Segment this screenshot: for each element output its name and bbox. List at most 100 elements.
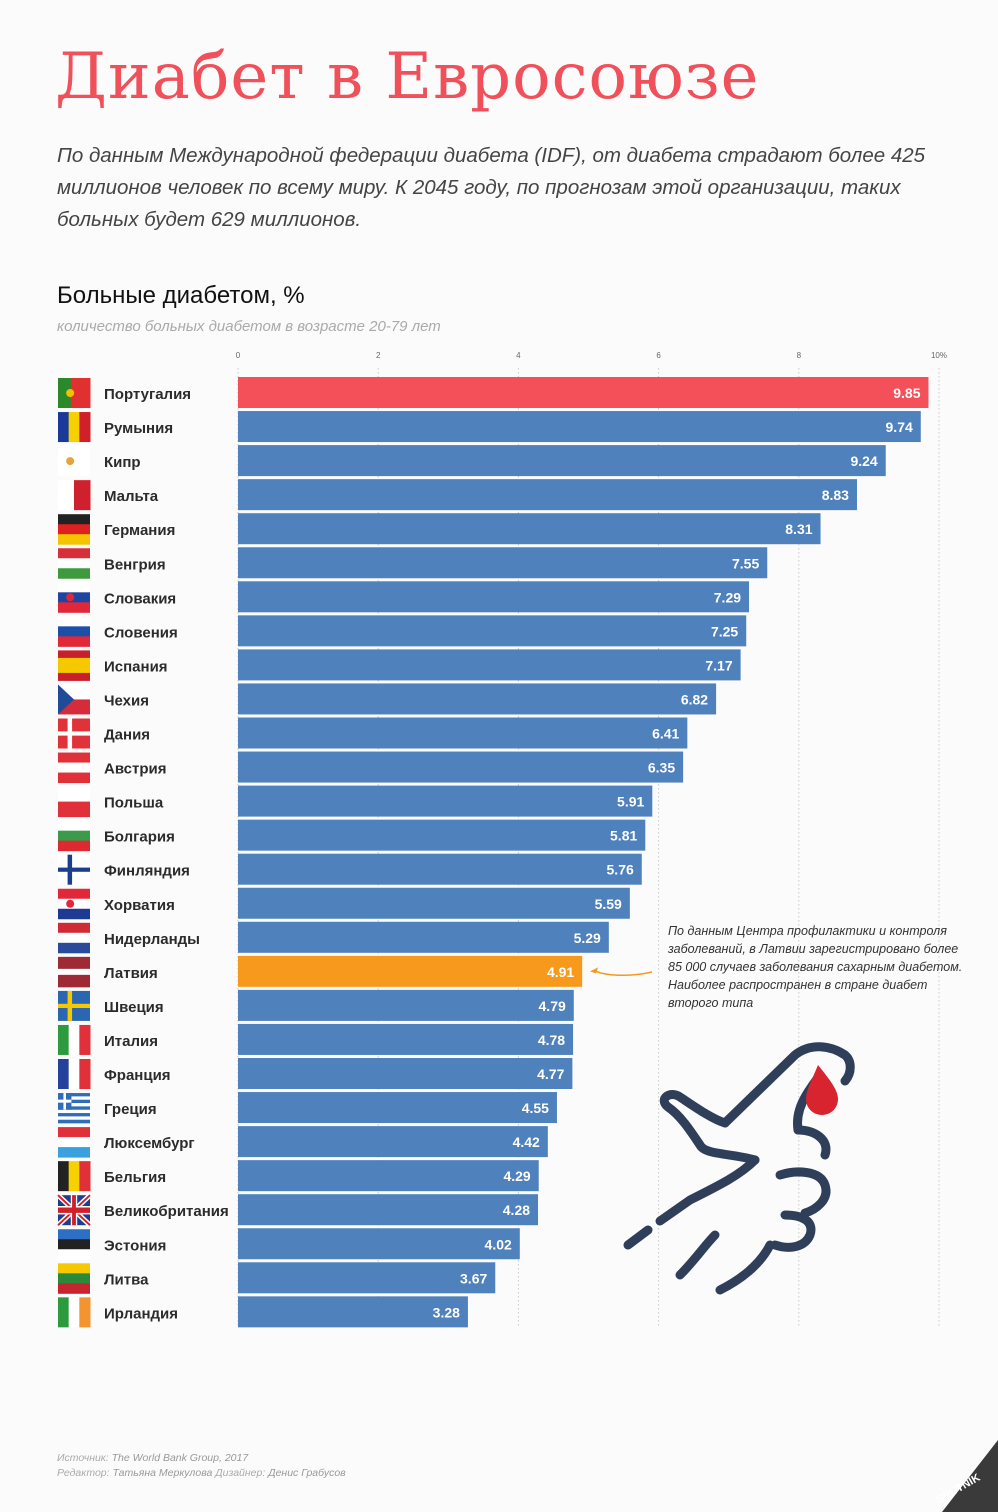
latvia-note-line: 85 000 случаев заболевания сахарным диаб…	[668, 960, 963, 974]
flag-icon	[58, 772, 90, 784]
country-label: Австрия	[104, 761, 167, 778]
hand-blood-drop-icon	[623, 1042, 855, 1295]
value-label: 8.83	[822, 487, 849, 503]
bar	[238, 785, 653, 817]
editor-text: Татьяна Меркулова	[112, 1467, 213, 1479]
flag-icon	[58, 1093, 90, 1097]
flag-icon	[58, 1024, 70, 1055]
flag-icon	[66, 593, 75, 602]
flag-icon	[58, 636, 90, 647]
flag-icon	[58, 1096, 90, 1101]
flag-icon	[58, 752, 90, 764]
country-label: Словакия	[104, 590, 176, 607]
axis-tick-label: 2	[376, 351, 381, 360]
latvia-note-line: Наиболее распространен в стране диабет	[668, 978, 928, 992]
value-label: 7.25	[711, 623, 738, 639]
flag-icon	[58, 672, 90, 681]
bar	[238, 479, 857, 511]
flag-icon	[58, 684, 74, 715]
value-label: 5.59	[595, 896, 622, 912]
value-label: 7.17	[705, 657, 732, 673]
value-label: 4.78	[538, 1032, 565, 1048]
country-label: Болгария	[104, 829, 175, 846]
flag-icon	[58, 956, 90, 970]
country-label: Италия	[104, 1033, 158, 1050]
country-label: Германия	[104, 522, 175, 539]
designer-label: Дизайнер:	[215, 1467, 266, 1479]
bar	[238, 615, 747, 647]
flag-icon	[58, 932, 90, 944]
country-label: Дания	[104, 727, 150, 744]
sputnik-logo[interactable]: SPUTNIK	[920, 1440, 998, 1512]
flag-icon	[79, 412, 91, 443]
bar	[238, 683, 717, 715]
country-label: Литва	[104, 1271, 149, 1288]
flag-icon	[68, 412, 80, 443]
value-label: 7.29	[714, 589, 741, 605]
flag-icon	[58, 1099, 72, 1103]
flag-icon	[66, 457, 75, 466]
country-label: Мальта	[104, 488, 159, 505]
bar	[238, 1194, 539, 1226]
flag-icon	[58, 558, 90, 569]
bar	[238, 377, 929, 408]
flag-icon	[58, 412, 70, 443]
flag-icon	[58, 888, 90, 900]
axis-tick-label: 6	[656, 351, 661, 360]
flag-icon	[58, 820, 90, 832]
country-label: Кипр	[104, 454, 141, 471]
value-label: 4.02	[485, 1236, 512, 1252]
bar	[238, 411, 921, 443]
flag-icon	[66, 627, 75, 636]
bar	[238, 1058, 573, 1089]
value-label: 3.28	[433, 1304, 460, 1320]
flag-icon	[74, 480, 91, 511]
flag-icon	[58, 657, 90, 674]
value-label: 4.55	[522, 1100, 549, 1116]
value-label: 7.55	[732, 555, 759, 571]
flag-icon	[68, 1161, 80, 1192]
value-label: 4.77	[537, 1066, 564, 1082]
value-label: 4.29	[503, 1168, 530, 1184]
bar	[238, 989, 574, 1021]
country-label: Франция	[104, 1067, 171, 1084]
value-label: 5.76	[607, 862, 634, 878]
value-label: 5.29	[574, 930, 601, 946]
value-label: 6.82	[681, 691, 708, 707]
flag-icon	[58, 1109, 90, 1114]
country-label: Чехия	[104, 692, 149, 709]
flag-icon	[58, 582, 90, 593]
intro-text: По данным Международной федерации диабет…	[57, 144, 926, 231]
flag-icon	[58, 942, 90, 954]
value-label: 9.24	[850, 453, 877, 469]
bar	[238, 649, 741, 681]
flag-icon	[58, 650, 90, 659]
country-label: Финляндия	[104, 863, 190, 880]
bar	[238, 1296, 468, 1328]
flag-icon	[58, 1161, 70, 1192]
country-label: Эстония	[104, 1237, 166, 1254]
flag-icon	[58, 1283, 90, 1294]
axis-tick-label: 10%	[931, 351, 947, 360]
source-text: The World Bank Group, 2017	[111, 1452, 249, 1464]
latvia-note: По данным Центра профилактики и контроля…	[668, 922, 988, 1012]
value-label: 4.28	[503, 1202, 530, 1218]
country-label: Великобритания	[104, 1203, 229, 1220]
flag-icon	[79, 1297, 91, 1328]
chart-subtitle: количество больных диабетом в возрасте 2…	[57, 318, 441, 335]
axis-tick-label: 0	[236, 351, 241, 360]
value-label: 4.91	[547, 964, 574, 980]
flag-icon	[58, 1229, 90, 1240]
bar	[238, 1262, 496, 1294]
country-label: Польша	[104, 795, 164, 812]
flag-icon	[79, 1161, 91, 1192]
country-label: Бельгия	[104, 1169, 166, 1186]
flag-icon	[58, 524, 90, 535]
country-label: Греция	[104, 1101, 157, 1118]
country-label: Швеция	[104, 999, 164, 1016]
bar	[238, 1160, 539, 1192]
flag-icon	[66, 389, 75, 397]
flag-icon	[70, 378, 91, 408]
flag-icon	[79, 1024, 91, 1055]
